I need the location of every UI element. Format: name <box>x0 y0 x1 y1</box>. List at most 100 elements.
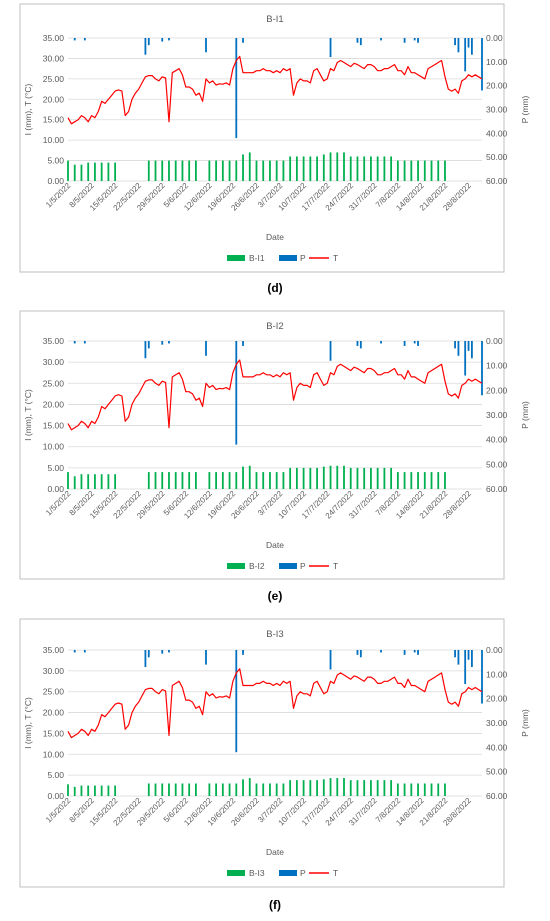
precip-bar <box>464 38 467 72</box>
precip-bar <box>359 38 362 46</box>
irrigation-bar <box>444 783 446 796</box>
irrigation-bar <box>316 780 318 796</box>
irrigation-bar <box>208 472 211 489</box>
irrigation-bar <box>410 472 413 489</box>
irrigation-bar <box>235 160 238 181</box>
irrigation-bar <box>215 783 217 796</box>
temperature-line <box>67 359 483 431</box>
y-left-tick-label: 25.00 <box>43 74 65 84</box>
precip-bar <box>356 341 359 346</box>
irrigation-bar <box>376 780 379 796</box>
precip-bar <box>235 650 238 753</box>
irrigation-bar <box>356 780 359 796</box>
precip-bar <box>168 341 170 344</box>
panel-label: (e) <box>268 589 283 603</box>
legend-swatch-irrigation <box>227 870 245 876</box>
irrigation-bar <box>269 472 271 489</box>
irrigation-bar <box>336 465 339 489</box>
irrigation-bar <box>322 154 325 181</box>
y-right-tick-label: 30.00 <box>486 105 508 115</box>
precip-bar <box>242 650 244 655</box>
precip-bar <box>417 38 419 43</box>
irrigation-bar <box>215 160 217 181</box>
y-left-tick-label: 5.00 <box>47 770 64 780</box>
irrigation-bar <box>161 783 164 796</box>
irrigation-bar <box>430 160 433 181</box>
y-left-tick-label: 10.00 <box>43 749 65 759</box>
y-left-tick-label: 0.00 <box>47 176 64 186</box>
precip-bar <box>83 650 86 653</box>
precip-bar <box>417 341 419 346</box>
irrigation-bar <box>430 783 433 796</box>
irrigation-bar <box>242 779 244 796</box>
irrigation-bar <box>417 783 419 796</box>
irrigation-bar <box>100 785 103 796</box>
y-left-tick-label: 5.00 <box>47 463 64 473</box>
irrigation-bar <box>195 472 197 489</box>
y-right-tick-label: 10.00 <box>486 669 508 679</box>
irrigation-bar <box>423 160 426 181</box>
legend-swatch-precip <box>279 255 297 261</box>
irrigation-bar <box>107 162 110 181</box>
irrigation-bar <box>370 780 372 796</box>
precip-bar <box>73 341 76 344</box>
x-axis-label: Date <box>266 847 284 857</box>
precip-bar <box>481 341 483 396</box>
y-left-axis-label: I (mm), T (°C) <box>23 389 33 441</box>
irrigation-bar <box>221 472 224 489</box>
irrigation-bar <box>275 160 278 181</box>
irrigation-bar <box>403 160 406 181</box>
irrigation-bar <box>343 465 345 489</box>
precip-bar <box>205 650 207 665</box>
irrigation-bar <box>302 780 305 796</box>
irrigation-bar <box>322 779 325 796</box>
irrigation-bar <box>181 472 184 489</box>
precip-bar <box>242 38 244 43</box>
irrigation-bar <box>221 160 224 181</box>
irrigation-bar <box>248 778 251 796</box>
irrigation-bar <box>147 160 150 181</box>
precip-bar <box>454 38 456 46</box>
irrigation-bar <box>329 465 332 489</box>
irrigation-bar <box>73 164 76 181</box>
x-axis-label: Date <box>266 232 284 242</box>
precip-bar <box>329 650 332 670</box>
irrigation-bar <box>188 472 191 489</box>
irrigation-bar <box>363 780 366 796</box>
precip-bar <box>83 38 86 41</box>
irrigation-bar <box>370 467 372 489</box>
irrigation-bar <box>73 786 76 796</box>
irrigation-bar <box>437 783 440 796</box>
y-right-tick-label: 40.00 <box>486 128 508 138</box>
irrigation-bar <box>423 783 426 796</box>
irrigation-bar <box>390 156 393 181</box>
legend-label: P <box>300 868 306 878</box>
legend-label: B-I2 <box>249 561 265 571</box>
panel-label: (d) <box>267 281 282 295</box>
irrigation-bar <box>316 156 318 181</box>
irrigation-bar <box>80 474 83 489</box>
irrigation-bar <box>390 780 393 796</box>
y-right-tick-label: 40.00 <box>486 742 508 752</box>
irrigation-bar <box>349 467 352 489</box>
temperature-line <box>67 668 483 739</box>
precip-bar <box>457 38 460 53</box>
y-left-tick-label: 25.00 <box>43 687 65 697</box>
irrigation-bar <box>302 156 305 181</box>
irrigation-bar <box>87 474 90 489</box>
precip-bar <box>73 650 76 653</box>
precip-bar <box>161 341 164 345</box>
y-right-tick-label: 20.00 <box>486 694 508 704</box>
precip-bar <box>481 650 483 704</box>
irrigation-bar <box>100 162 103 181</box>
legend: B-I2 P T <box>227 561 338 571</box>
irrigation-bar <box>282 160 285 181</box>
precip-bar <box>464 341 467 376</box>
irrigation-bar <box>255 160 258 181</box>
irrigation-bar <box>423 472 426 489</box>
irrigation-bar <box>174 472 177 489</box>
irrigation-bar <box>262 472 265 489</box>
irrigation-bar <box>349 156 352 181</box>
irrigation-bar <box>67 472 69 489</box>
